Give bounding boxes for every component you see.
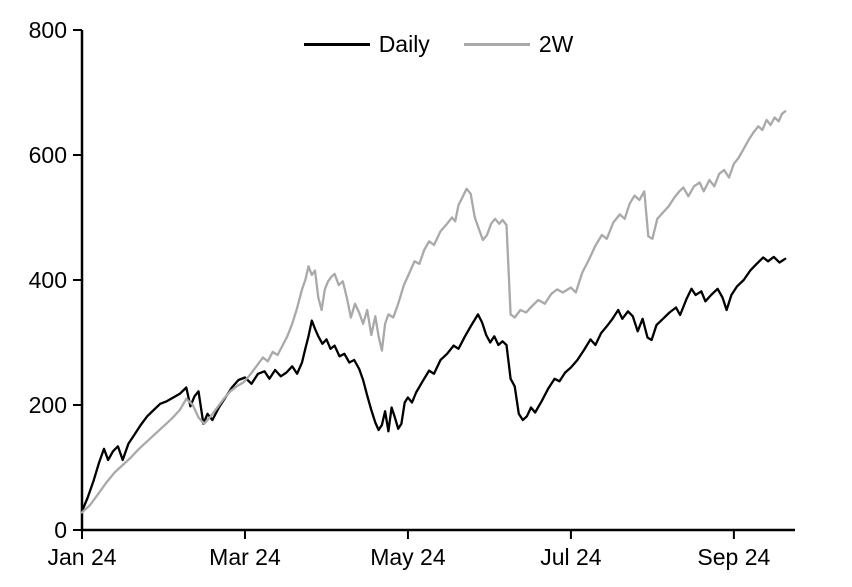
x-tick-label: May 24 [370,544,446,570]
y-tick-label: 800 [29,17,67,43]
y-tick-label: 600 [29,142,67,168]
x-tick-label: Mar 24 [209,544,281,570]
series-daily [80,255,787,513]
x-tick-label: Jan 24 [47,544,116,570]
x-tick-label: Sep 24 [697,544,770,570]
y-tick-label: 200 [29,392,67,418]
x-tick-label: Jul 24 [540,544,602,570]
axes [80,30,795,532]
y-tick-label: 400 [29,267,67,293]
series-2w [80,110,787,514]
y-tick-label: 0 [54,517,67,543]
